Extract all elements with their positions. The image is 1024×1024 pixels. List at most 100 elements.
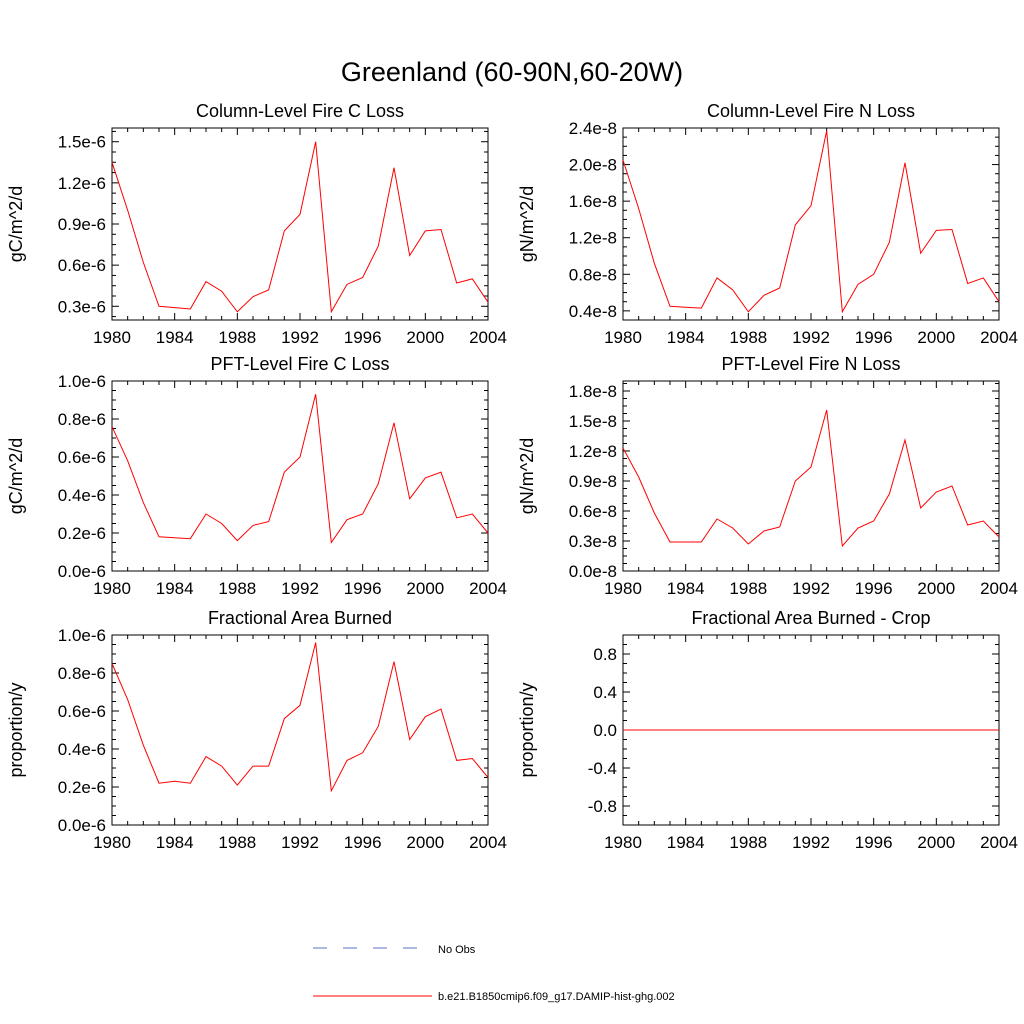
plot-frame <box>111 127 489 321</box>
panel-title: Fractional Area Burned <box>208 608 392 628</box>
y-tick-label: 0.9e-8 <box>569 472 617 491</box>
x-tick-label: 2000 <box>406 579 444 598</box>
x-tick-label: 2004 <box>469 328 507 347</box>
y-tick-label: 1.0e-6 <box>58 626 106 645</box>
series-line-1 <box>111 141 489 314</box>
y-tick-label: 0.0e-6 <box>58 562 106 581</box>
y-tick-label: 0.4e-8 <box>569 302 617 321</box>
y-tick-label: 0.4e-6 <box>58 486 106 505</box>
y-axis-label: gC/m^2/d <box>6 438 26 514</box>
x-tick-label: 2000 <box>917 579 955 598</box>
panel-title: Fractional Area Burned - Crop <box>691 608 930 628</box>
x-tick-label: 1980 <box>93 579 131 598</box>
x-tick-label: 2004 <box>469 833 507 852</box>
x-tick-label: 1984 <box>156 328 194 347</box>
y-tick-label: 0.9e-6 <box>58 215 106 234</box>
panel-title: PFT-Level Fire N Loss <box>721 354 900 374</box>
y-tick-label: -0.4 <box>588 759 617 778</box>
panel-6: Fractional Area Burned - Crop proportion/… <box>517 608 1018 852</box>
panel-title: Column-Level Fire C Loss <box>196 101 404 121</box>
y-tick-label: 1.8e-8 <box>569 382 617 401</box>
x-tick-label: 1992 <box>792 833 830 852</box>
y-tick-label: 0.6e-6 <box>58 448 106 467</box>
panel-title: PFT-Level Fire C Loss <box>210 354 389 374</box>
x-tick-label: 1980 <box>604 833 642 852</box>
y-axis-label: proportion/y <box>6 682 26 777</box>
x-tick-label: 1984 <box>667 579 705 598</box>
x-tick-label: 2004 <box>469 579 507 598</box>
x-tick-label: 1992 <box>792 328 830 347</box>
x-tick-label: 1980 <box>93 833 131 852</box>
y-tick-label: 1.0e-6 <box>58 372 106 391</box>
y-tick-label: 0.3e-6 <box>58 297 106 316</box>
y-tick-label: 0.8e-6 <box>58 664 106 683</box>
panel-1: Column-Level Fire C Loss gC/m^2/d 1980 1984… <box>6 101 507 347</box>
x-tick-label: 1988 <box>218 579 256 598</box>
x-tick-label: 2000 <box>406 328 444 347</box>
x-tick-label: 1996 <box>855 833 893 852</box>
x-tick-label: 1992 <box>281 579 319 598</box>
y-tick-label: 2.0e-8 <box>569 156 617 175</box>
x-tick-label: 1984 <box>156 579 194 598</box>
y-tick-label: 0.2e-6 <box>58 524 106 543</box>
x-tick-label: 1980 <box>604 579 642 598</box>
series-line-1 <box>622 130 1000 314</box>
x-tick-label: 1988 <box>729 833 767 852</box>
panel-title: Column-Level Fire N Loss <box>707 101 915 121</box>
y-tick-label: 1.5e-6 <box>58 133 106 152</box>
y-tick-label: 0.8e-6 <box>58 410 106 429</box>
y-tick-label: -0.8 <box>588 797 617 816</box>
x-tick-label: 2000 <box>917 833 955 852</box>
x-tick-label: 1996 <box>855 328 893 347</box>
y-tick-label: 0.2e-6 <box>58 778 106 797</box>
y-tick-label: 1.6e-8 <box>569 192 617 211</box>
figure-title: Greenland (60-90N,60-20W) <box>340 57 684 87</box>
x-tick-label: 1988 <box>729 579 767 598</box>
y-tick-label: 0.6e-6 <box>58 702 106 721</box>
y-axis-label: gN/m^2/d <box>517 186 537 262</box>
x-tick-label: 1992 <box>792 579 830 598</box>
series-line-1 <box>622 409 1000 548</box>
y-tick-label: 0.3e-8 <box>569 532 617 551</box>
y-tick-label: 0.8 <box>593 645 617 664</box>
y-tick-label: 0.8e-8 <box>569 265 617 284</box>
y-tick-label: 0.4e-6 <box>58 740 106 759</box>
y-tick-label: 2.4e-8 <box>569 119 617 138</box>
y-tick-label: 1.5e-8 <box>569 412 617 431</box>
y-tick-label: 0.0e-8 <box>569 562 617 581</box>
panel-2: Column-Level Fire N Loss gN/m^2/d 1980 1984… <box>517 101 1018 347</box>
y-tick-label: 0.6e-6 <box>58 256 106 275</box>
x-tick-label: 2000 <box>406 833 444 852</box>
x-tick-label: 1996 <box>344 328 382 347</box>
x-tick-label: 1984 <box>667 833 705 852</box>
x-tick-label: 2004 <box>980 833 1018 852</box>
x-tick-label: 1988 <box>218 328 256 347</box>
x-tick-label: 1980 <box>93 328 131 347</box>
y-tick-label: 0.4 <box>593 683 617 702</box>
plot-frame <box>622 127 1000 321</box>
series-line-1 <box>111 394 489 544</box>
x-tick-label: 1992 <box>281 328 319 347</box>
series-line-1 <box>111 642 489 793</box>
panel-3: PFT-Level Fire C Loss gC/m^2/d 1980 1984 198… <box>6 354 507 598</box>
x-tick-label: 2000 <box>917 328 955 347</box>
x-tick-label: 1980 <box>604 328 642 347</box>
panel-5: Fractional Area Burned proportion/y 1980 19… <box>6 608 507 852</box>
x-tick-label: 2004 <box>980 579 1018 598</box>
x-tick-label: 2004 <box>980 328 1018 347</box>
y-axis-label: proportion/y <box>517 682 537 777</box>
y-axis-label: gN/m^2/d <box>517 438 537 514</box>
y-tick-label: 0.0e-6 <box>58 816 106 835</box>
y-tick-label: 1.2e-6 <box>58 174 106 193</box>
y-tick-label: 1.2e-8 <box>569 442 617 461</box>
x-tick-label: 1988 <box>218 833 256 852</box>
y-axis-label: gC/m^2/d <box>6 186 26 262</box>
plot-frame <box>111 634 489 826</box>
x-tick-label: 1984 <box>667 328 705 347</box>
x-tick-label: 1992 <box>281 833 319 852</box>
x-tick-label: 1988 <box>729 328 767 347</box>
x-tick-label: 1996 <box>344 579 382 598</box>
y-tick-label: 0.6e-8 <box>569 502 617 521</box>
y-tick-label: 1.2e-8 <box>569 229 617 248</box>
x-tick-label: 1996 <box>855 579 893 598</box>
